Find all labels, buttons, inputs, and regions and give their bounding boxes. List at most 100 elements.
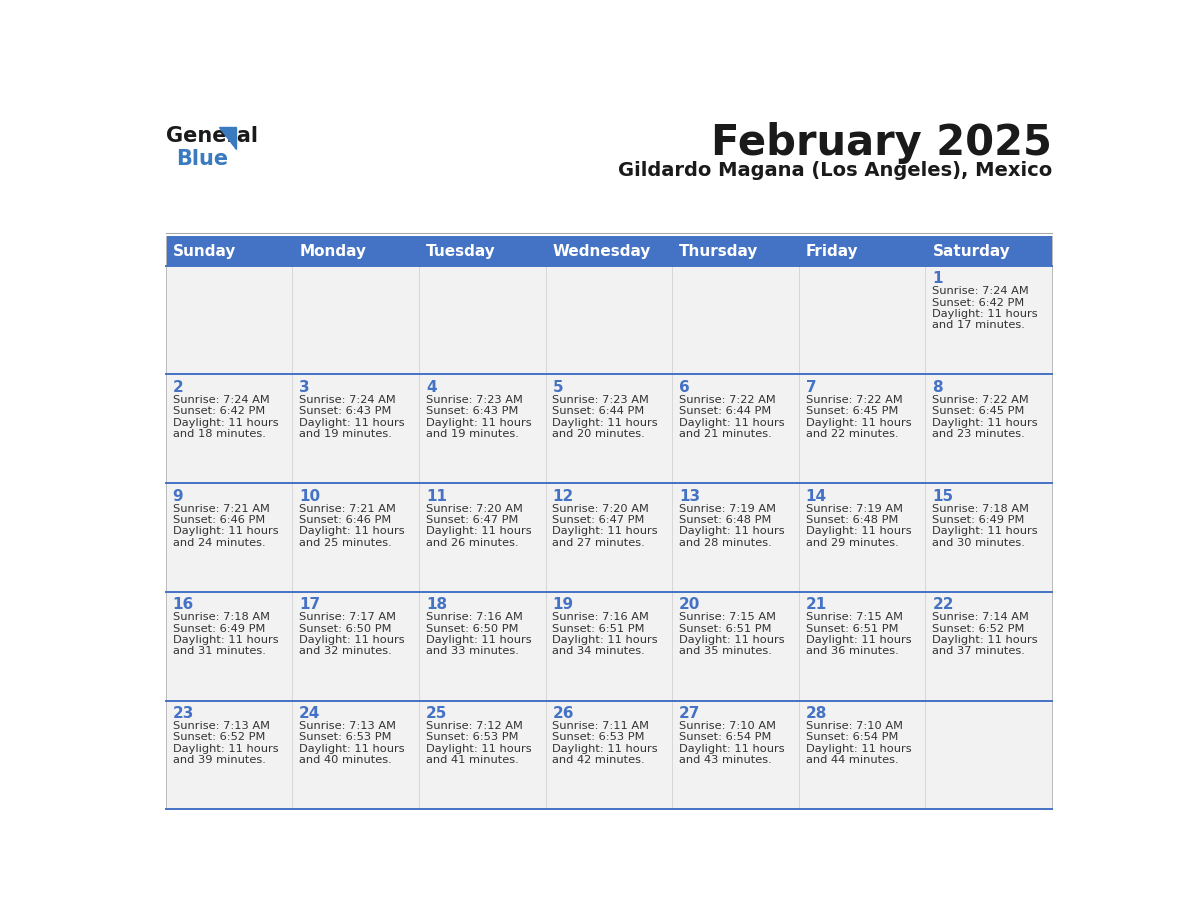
Text: Sunset: 6:44 PM: Sunset: 6:44 PM: [552, 407, 645, 416]
Text: Sunset: 6:50 PM: Sunset: 6:50 PM: [425, 623, 518, 633]
Bar: [545, 237, 672, 265]
Text: Sunset: 6:45 PM: Sunset: 6:45 PM: [933, 407, 1025, 416]
Text: and 39 minutes.: and 39 minutes.: [172, 756, 265, 766]
Text: 1: 1: [933, 271, 943, 286]
Text: General: General: [165, 126, 258, 146]
Text: Sunset: 6:54 PM: Sunset: 6:54 PM: [680, 733, 771, 743]
Text: 2: 2: [172, 380, 183, 395]
Text: Sunset: 6:43 PM: Sunset: 6:43 PM: [299, 407, 392, 416]
Text: 22: 22: [933, 598, 954, 612]
Text: Sunset: 6:46 PM: Sunset: 6:46 PM: [299, 515, 391, 525]
Text: Sunset: 6:47 PM: Sunset: 6:47 PM: [425, 515, 518, 525]
Text: Daylight: 11 hours: Daylight: 11 hours: [425, 418, 531, 428]
Text: 10: 10: [299, 488, 321, 504]
Text: Sunrise: 7:21 AM: Sunrise: 7:21 AM: [172, 504, 270, 513]
Text: Sunrise: 7:16 AM: Sunrise: 7:16 AM: [425, 612, 523, 622]
Text: Wednesday: Wednesday: [552, 243, 651, 259]
Text: Sunrise: 7:12 AM: Sunrise: 7:12 AM: [425, 721, 523, 731]
Text: Blue: Blue: [176, 149, 228, 169]
Text: Sunrise: 7:10 AM: Sunrise: 7:10 AM: [805, 721, 903, 731]
Text: Daylight: 11 hours: Daylight: 11 hours: [680, 744, 785, 754]
Text: Sunset: 6:49 PM: Sunset: 6:49 PM: [933, 515, 1025, 525]
Text: and 25 minutes.: and 25 minutes.: [299, 538, 392, 548]
Text: Sunset: 6:53 PM: Sunset: 6:53 PM: [425, 733, 518, 743]
Polygon shape: [219, 127, 236, 149]
Text: Sunset: 6:50 PM: Sunset: 6:50 PM: [299, 623, 392, 633]
Text: 28: 28: [805, 706, 827, 721]
Bar: [292, 237, 419, 265]
Text: and 21 minutes.: and 21 minutes.: [680, 429, 772, 439]
Bar: [165, 237, 292, 265]
Text: Daylight: 11 hours: Daylight: 11 hours: [680, 418, 785, 428]
Text: Sunrise: 7:19 AM: Sunrise: 7:19 AM: [805, 504, 903, 513]
Text: Sunset: 6:48 PM: Sunset: 6:48 PM: [680, 515, 771, 525]
Text: Sunrise: 7:24 AM: Sunrise: 7:24 AM: [172, 395, 270, 405]
Text: Daylight: 11 hours: Daylight: 11 hours: [425, 526, 531, 536]
Text: Daylight: 11 hours: Daylight: 11 hours: [172, 418, 278, 428]
Text: and 30 minutes.: and 30 minutes.: [933, 538, 1025, 548]
Text: Daylight: 11 hours: Daylight: 11 hours: [172, 635, 278, 645]
Text: and 20 minutes.: and 20 minutes.: [552, 429, 645, 439]
Text: Sunrise: 7:22 AM: Sunrise: 7:22 AM: [933, 395, 1029, 405]
Text: Sunset: 6:51 PM: Sunset: 6:51 PM: [552, 623, 645, 633]
Text: 5: 5: [552, 380, 563, 395]
Text: Sunset: 6:46 PM: Sunset: 6:46 PM: [172, 515, 265, 525]
Text: Sunset: 6:52 PM: Sunset: 6:52 PM: [933, 623, 1025, 633]
Text: and 19 minutes.: and 19 minutes.: [299, 429, 392, 439]
Bar: [165, 483, 1053, 592]
Text: Sunrise: 7:17 AM: Sunrise: 7:17 AM: [299, 612, 396, 622]
Text: and 32 minutes.: and 32 minutes.: [299, 646, 392, 656]
Text: Gildardo Magana (Los Angeles), Mexico: Gildardo Magana (Los Angeles), Mexico: [618, 161, 1053, 180]
Text: February 2025: February 2025: [712, 122, 1053, 164]
Text: Daylight: 11 hours: Daylight: 11 hours: [299, 744, 405, 754]
Text: Sunrise: 7:15 AM: Sunrise: 7:15 AM: [680, 612, 776, 622]
Text: and 36 minutes.: and 36 minutes.: [805, 646, 898, 656]
Text: Sunset: 6:54 PM: Sunset: 6:54 PM: [805, 733, 898, 743]
Text: Sunset: 6:47 PM: Sunset: 6:47 PM: [552, 515, 645, 525]
Text: Sunset: 6:42 PM: Sunset: 6:42 PM: [172, 407, 265, 416]
Text: Sunrise: 7:21 AM: Sunrise: 7:21 AM: [299, 504, 396, 513]
Text: Sunset: 6:43 PM: Sunset: 6:43 PM: [425, 407, 518, 416]
Text: and 33 minutes.: and 33 minutes.: [425, 646, 519, 656]
Text: Sunrise: 7:22 AM: Sunrise: 7:22 AM: [680, 395, 776, 405]
Text: Daylight: 11 hours: Daylight: 11 hours: [299, 526, 405, 536]
Text: and 22 minutes.: and 22 minutes.: [805, 429, 898, 439]
Bar: [798, 237, 925, 265]
Text: Daylight: 11 hours: Daylight: 11 hours: [552, 744, 658, 754]
Text: Sunset: 6:49 PM: Sunset: 6:49 PM: [172, 623, 265, 633]
Text: Sunrise: 7:24 AM: Sunrise: 7:24 AM: [933, 286, 1029, 297]
Text: and 35 minutes.: and 35 minutes.: [680, 646, 772, 656]
Text: Thursday: Thursday: [680, 243, 758, 259]
Text: Sunrise: 7:20 AM: Sunrise: 7:20 AM: [552, 504, 650, 513]
Text: Sunrise: 7:13 AM: Sunrise: 7:13 AM: [299, 721, 396, 731]
Text: and 24 minutes.: and 24 minutes.: [172, 538, 265, 548]
Text: Sunrise: 7:23 AM: Sunrise: 7:23 AM: [425, 395, 523, 405]
Text: and 41 minutes.: and 41 minutes.: [425, 756, 519, 766]
Text: Daylight: 11 hours: Daylight: 11 hours: [299, 418, 405, 428]
Text: Sunset: 6:42 PM: Sunset: 6:42 PM: [933, 297, 1025, 308]
Text: 23: 23: [172, 706, 194, 721]
Text: Sunrise: 7:23 AM: Sunrise: 7:23 AM: [552, 395, 650, 405]
Bar: [165, 375, 1053, 483]
Text: Daylight: 11 hours: Daylight: 11 hours: [680, 635, 785, 645]
Text: Friday: Friday: [805, 243, 859, 259]
Text: Daylight: 11 hours: Daylight: 11 hours: [425, 635, 531, 645]
Text: 20: 20: [680, 598, 701, 612]
Text: 17: 17: [299, 598, 321, 612]
Text: and 44 minutes.: and 44 minutes.: [805, 756, 898, 766]
Text: Sunrise: 7:24 AM: Sunrise: 7:24 AM: [299, 395, 396, 405]
Text: and 17 minutes.: and 17 minutes.: [933, 320, 1025, 330]
Text: Sunset: 6:53 PM: Sunset: 6:53 PM: [552, 733, 645, 743]
Text: and 23 minutes.: and 23 minutes.: [933, 429, 1025, 439]
Text: Daylight: 11 hours: Daylight: 11 hours: [552, 418, 658, 428]
Bar: [165, 592, 1053, 700]
Text: and 31 minutes.: and 31 minutes.: [172, 646, 265, 656]
Text: Daylight: 11 hours: Daylight: 11 hours: [299, 635, 405, 645]
Bar: [925, 237, 1053, 265]
Text: Sunset: 6:44 PM: Sunset: 6:44 PM: [680, 407, 771, 416]
Text: and 26 minutes.: and 26 minutes.: [425, 538, 518, 548]
Text: 21: 21: [805, 598, 827, 612]
Text: Daylight: 11 hours: Daylight: 11 hours: [172, 744, 278, 754]
Text: Sunrise: 7:18 AM: Sunrise: 7:18 AM: [933, 504, 1030, 513]
Bar: [672, 237, 798, 265]
